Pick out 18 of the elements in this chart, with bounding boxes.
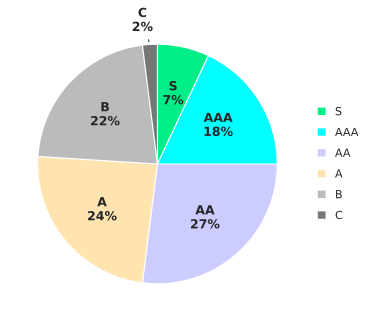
data-label: 7% [163, 95, 184, 104]
legend-label: AAA [335, 128, 358, 136]
slice-label: A [97, 197, 107, 206]
legend-label: B [336, 190, 342, 198]
slice-label: AA [195, 205, 215, 214]
slice-label: B [101, 102, 109, 112]
slice-label: C [138, 8, 146, 18]
data-label: 18% [204, 126, 233, 136]
data-label: 22% [91, 116, 120, 126]
legend-label: C [336, 210, 342, 220]
data-label: 2% [132, 22, 153, 32]
data-label: 27% [191, 219, 220, 229]
legend-label: S [336, 106, 342, 116]
legend-label: A [335, 169, 342, 178]
data-label: 24% [88, 210, 117, 220]
slice-label: S [170, 81, 177, 90]
slice-label: AAA [204, 112, 233, 122]
legend-label: AA [335, 148, 350, 157]
